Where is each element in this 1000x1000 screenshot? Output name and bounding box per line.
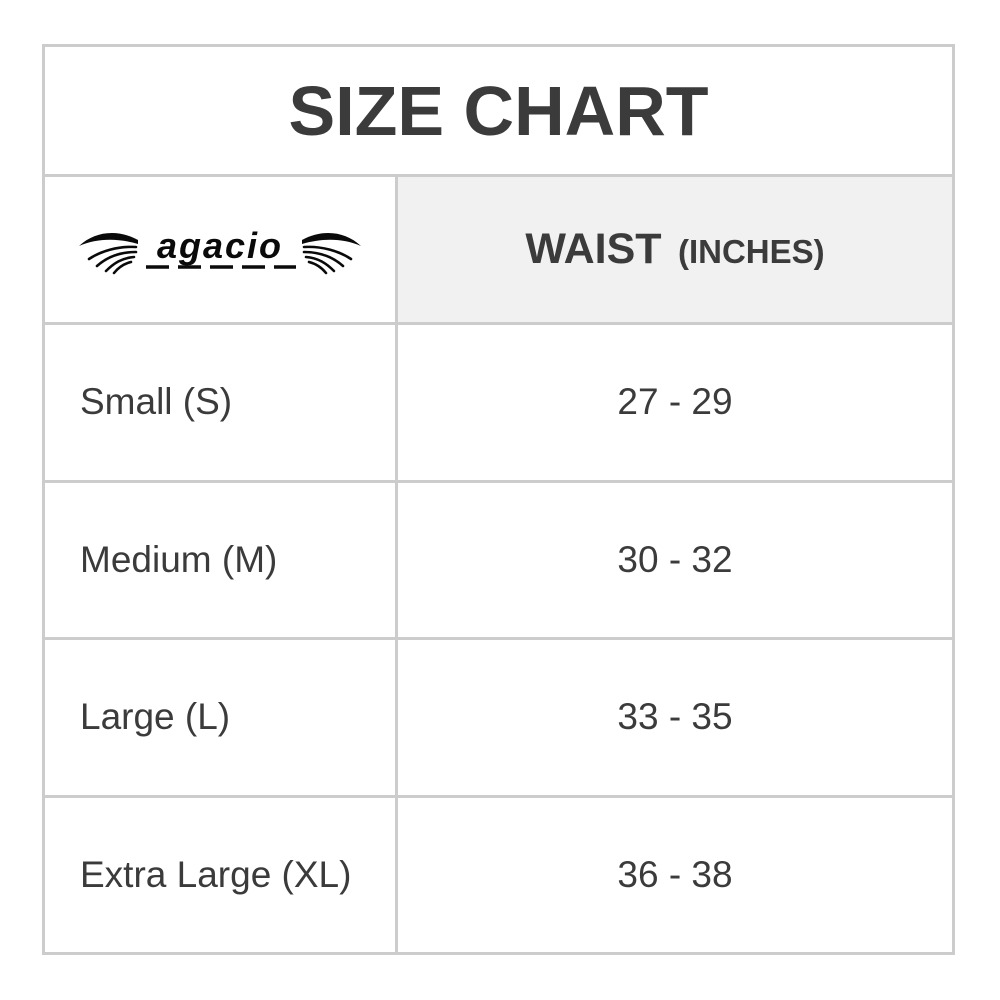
agacio-logo-icon: agacio: [79, 225, 361, 274]
table-row-small: Small (S) 27 - 29: [45, 325, 952, 483]
size-label: Small (S): [45, 325, 398, 480]
waist-value: 30 - 32: [398, 482, 952, 637]
table-row-large: Large (L) 33 - 35: [45, 640, 952, 798]
size-label: Medium (M): [45, 482, 398, 637]
table-row-medium: Medium (M) 30 - 32: [45, 482, 952, 640]
waist-header-sub: (INCHES): [677, 233, 825, 270]
brand-logo-cell: agacio: [45, 177, 398, 322]
waist-header-space: [666, 225, 678, 273]
size-label: Large (L): [45, 640, 398, 795]
left-wing-icon: [79, 232, 138, 246]
title-row: SIZE CHART: [45, 47, 952, 177]
brand-logo-text: agacio: [157, 225, 283, 266]
waist-header-label: WAIST (INCHES): [525, 225, 824, 274]
waist-value: 33 - 35: [398, 640, 952, 795]
right-wing-icon: [302, 232, 361, 274]
waist-header-cell: WAIST (INCHES): [398, 177, 952, 322]
page-title: SIZE CHART: [288, 71, 709, 150]
size-chart-table: SIZE CHART: [42, 44, 955, 955]
waist-value: 27 - 29: [398, 325, 952, 480]
waist-header-main: WAIST: [525, 225, 662, 273]
waist-value: 36 - 38: [398, 797, 952, 952]
size-label: Extra Large (XL): [45, 797, 398, 952]
header-row: agacio WAIST (INCHES): [45, 177, 952, 325]
table-row-extra-large: Extra Large (XL) 36 - 38: [45, 797, 952, 952]
